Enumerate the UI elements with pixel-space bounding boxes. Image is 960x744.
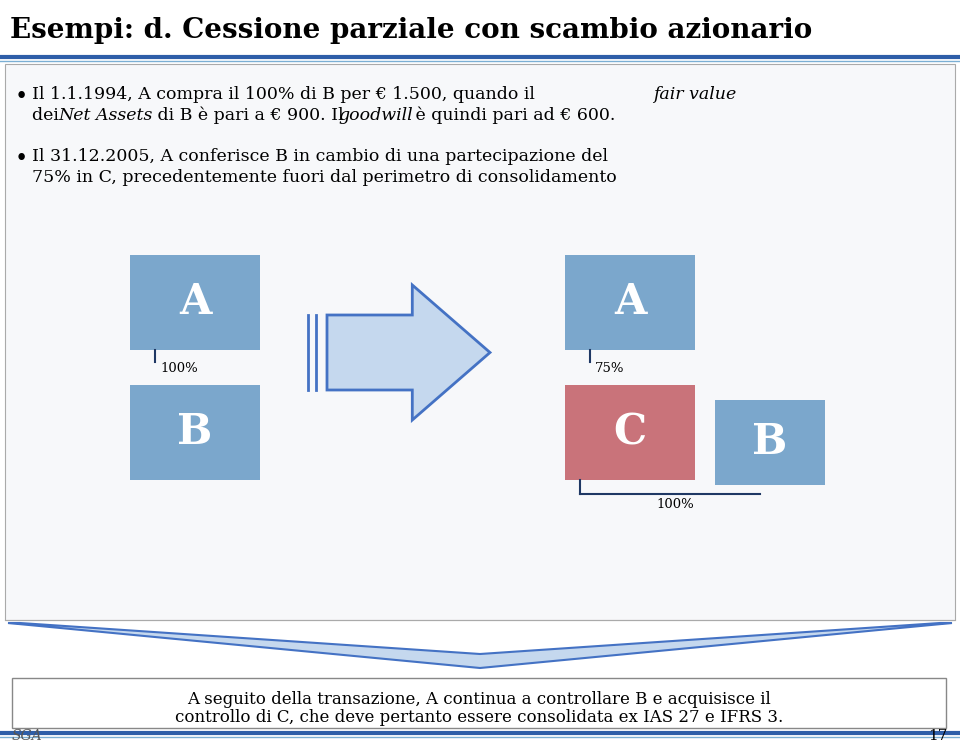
Text: B: B: [753, 422, 787, 464]
Text: goodwill: goodwill: [338, 107, 413, 124]
Text: B: B: [178, 411, 212, 454]
Text: Net Assets: Net Assets: [58, 107, 153, 124]
Text: 75%: 75%: [595, 362, 625, 375]
Polygon shape: [8, 623, 952, 668]
Text: 100%: 100%: [160, 362, 198, 375]
Text: •: •: [15, 86, 28, 108]
Text: A seguito della transazione, A continua a controllare B e acquisisce il: A seguito della transazione, A continua …: [187, 691, 771, 708]
Text: C: C: [613, 411, 647, 454]
Text: 100%: 100%: [656, 498, 694, 511]
FancyBboxPatch shape: [5, 64, 955, 620]
Text: fair value: fair value: [653, 86, 736, 103]
Text: Il 31.12.2005, A conferisce B in cambio di una partecipazione del: Il 31.12.2005, A conferisce B in cambio …: [32, 148, 608, 165]
Text: controllo di C, che deve pertanto essere consolidata ex IAS 27 e IFRS 3.: controllo di C, che deve pertanto essere…: [175, 709, 783, 726]
Text: di B è pari a € 900. Il: di B è pari a € 900. Il: [152, 107, 349, 124]
FancyBboxPatch shape: [12, 678, 946, 728]
Text: Esempi: d. Cessione parziale con scambio azionario: Esempi: d. Cessione parziale con scambio…: [10, 16, 812, 43]
Text: Il 1.1.1994, A compra il 100% di B per € 1.500, quando il: Il 1.1.1994, A compra il 100% di B per €…: [32, 86, 540, 103]
Text: 17: 17: [927, 729, 947, 743]
Text: dei: dei: [32, 107, 64, 124]
Text: è quindi pari ad € 600.: è quindi pari ad € 600.: [410, 107, 615, 124]
FancyBboxPatch shape: [565, 255, 695, 350]
FancyBboxPatch shape: [565, 385, 695, 480]
Text: A: A: [613, 281, 646, 324]
FancyBboxPatch shape: [715, 400, 825, 485]
Polygon shape: [327, 285, 490, 420]
Text: •: •: [15, 148, 28, 170]
Text: A: A: [179, 281, 211, 324]
Text: 75% in C, precedentemente fuori dal perimetro di consolidamento: 75% in C, precedentemente fuori dal peri…: [32, 169, 616, 186]
FancyBboxPatch shape: [130, 385, 260, 480]
FancyBboxPatch shape: [130, 255, 260, 350]
Text: SGA: SGA: [12, 729, 42, 743]
